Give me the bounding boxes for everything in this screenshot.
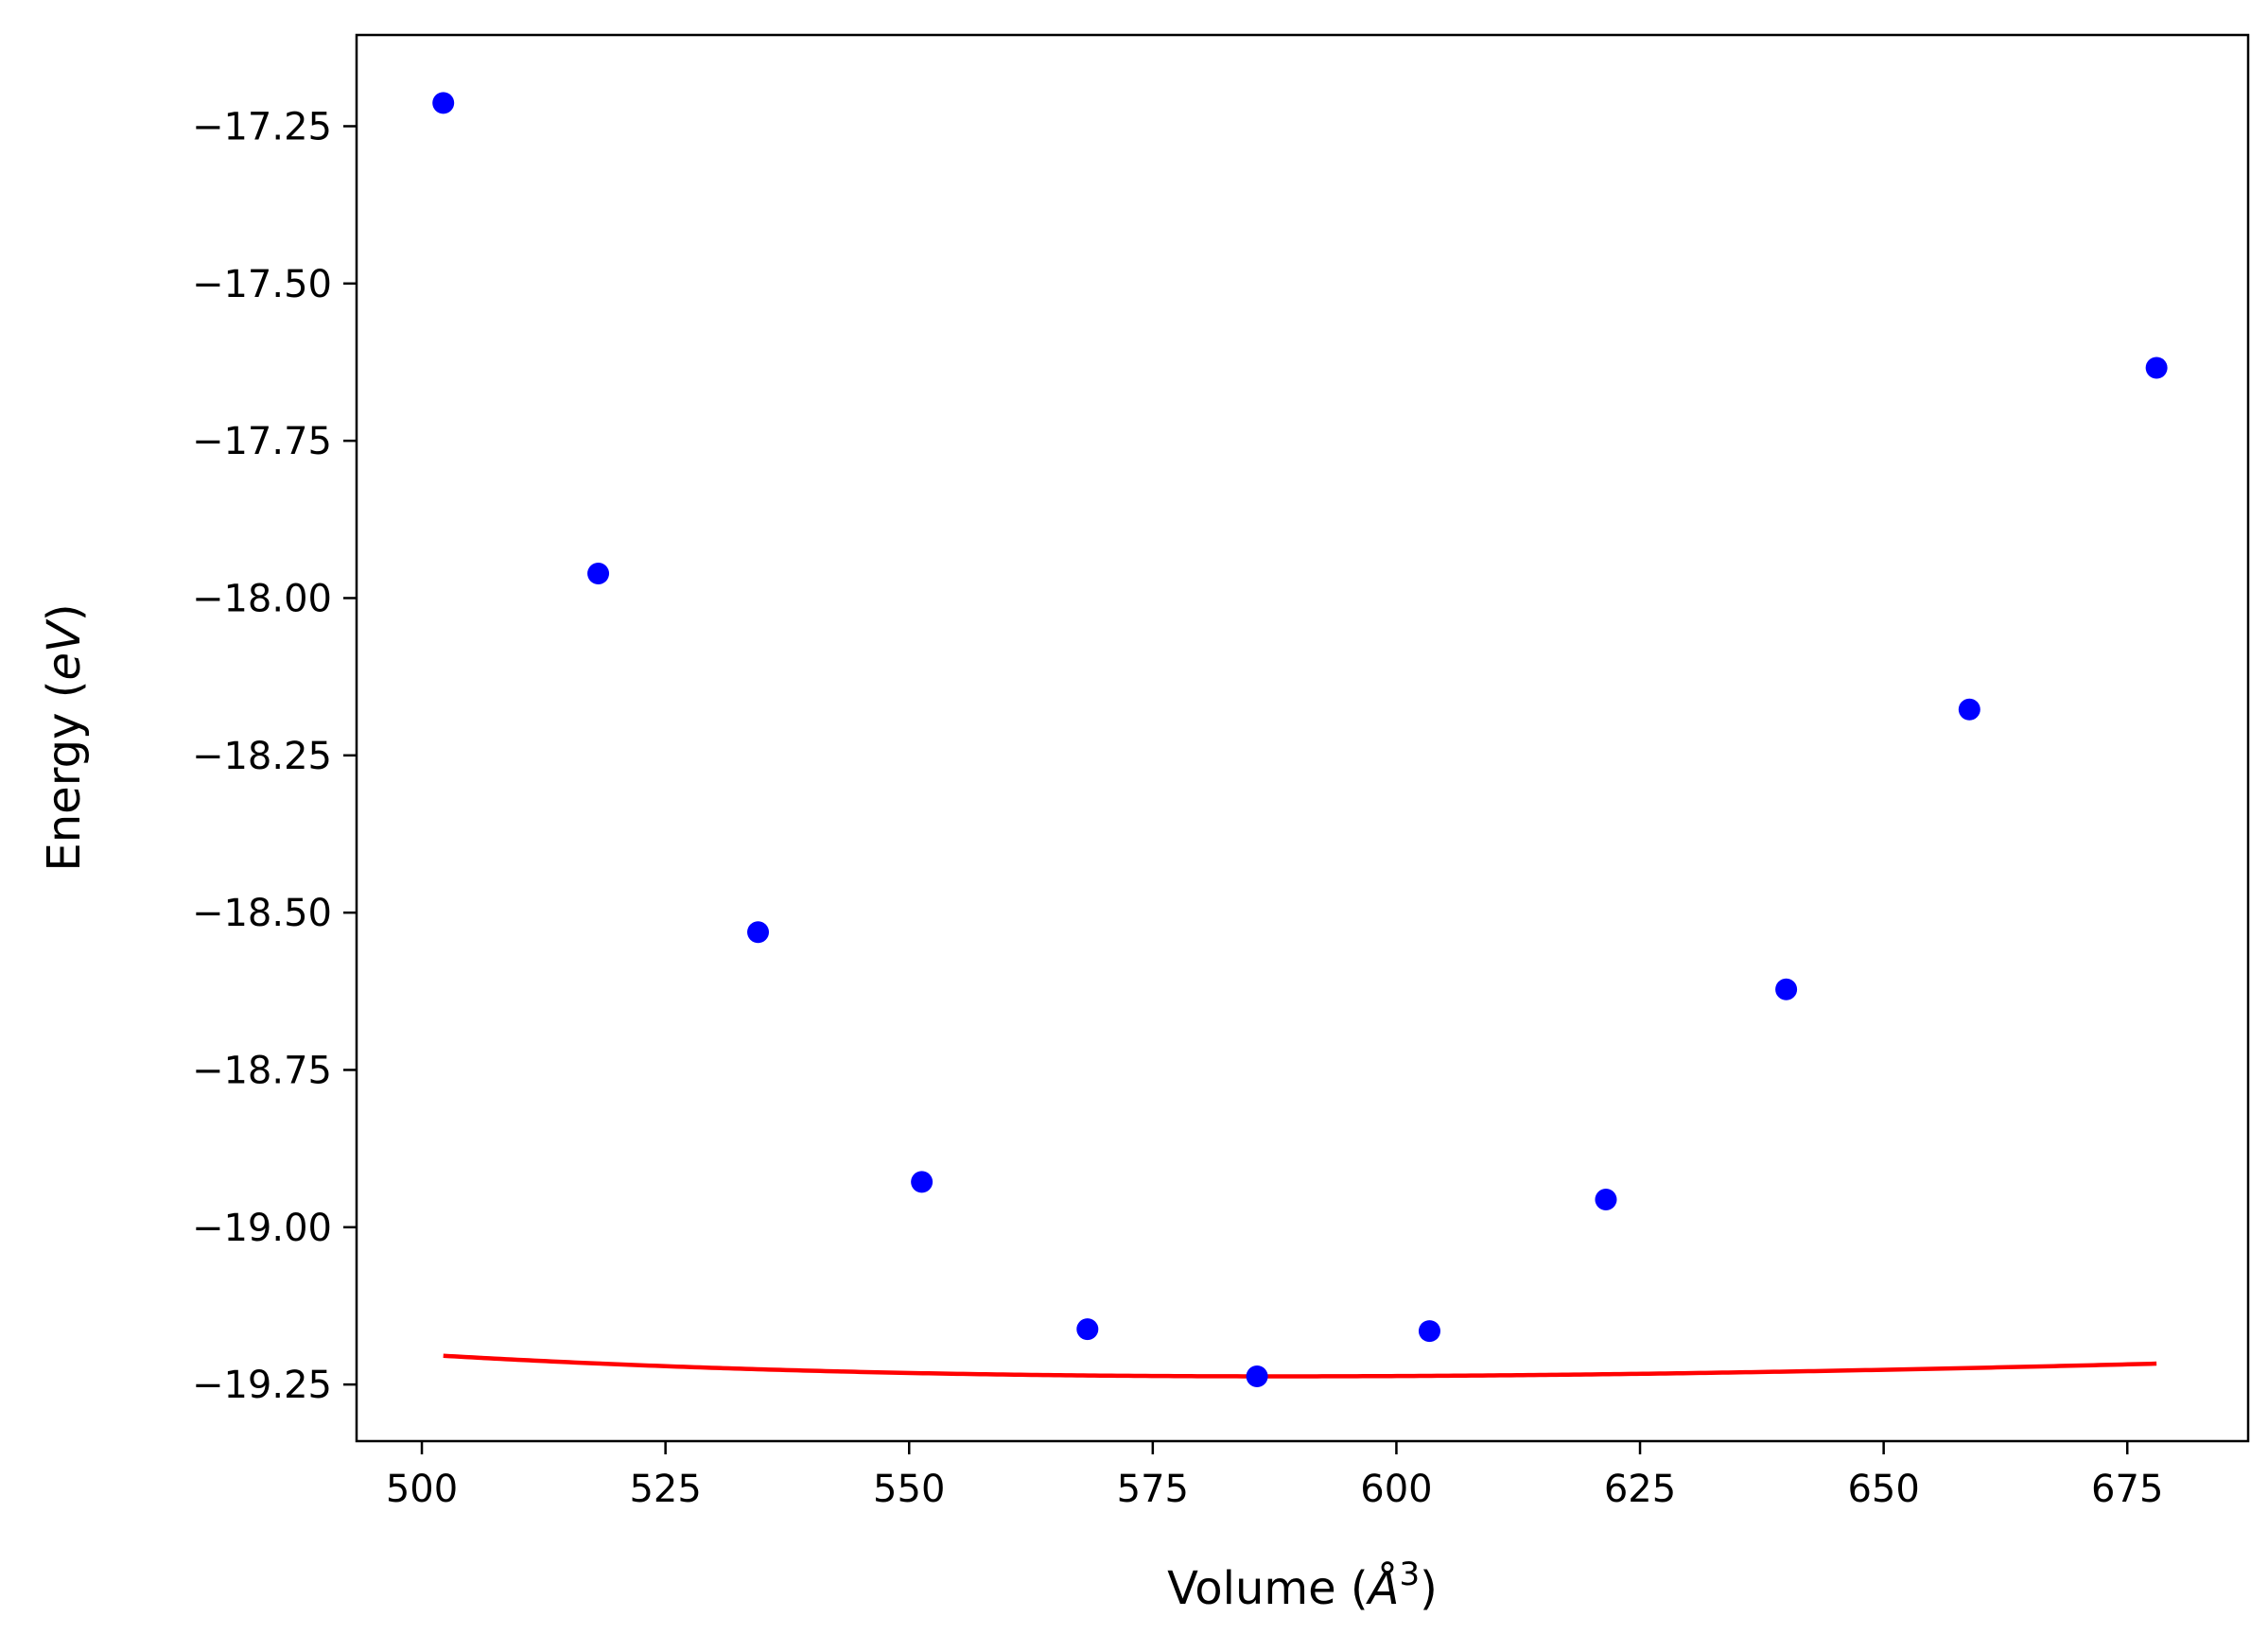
y-axis-label: Energy (eV) [38,603,91,871]
y-tick-label: −19.00 [192,1207,332,1250]
y-tick-label: −19.25 [192,1364,332,1407]
data-point [1958,698,1980,721]
x-tick-label: 625 [1604,1468,1676,1511]
x-axis-ticks: 500 525 550 575 600 625 650 675 [386,1441,2163,1511]
series-layer [432,92,2168,1387]
data-point [432,92,455,114]
y-tick-label: −18.75 [192,1049,332,1092]
y-axis-ticks: −17.25 −17.50 −17.75 −18.00 −18.25 −18.50 −18.… [192,105,357,1407]
data-point [1076,1318,1099,1341]
data-point [1775,978,1798,1000]
x-tick-label: 575 [1117,1468,1189,1511]
x-tick-label: 600 [1360,1468,1432,1511]
y-tick-label: −18.00 [192,577,332,620]
x-tick-label: 525 [629,1468,701,1511]
x-tick-label: 550 [873,1468,945,1511]
data-point [2145,356,2168,379]
y-tick-label: −18.50 [192,892,332,935]
x-axis-label: Volume (Å3) [1167,1556,1438,1615]
data-point [1595,1189,1617,1211]
y-tick-label: −17.50 [192,263,332,306]
fit-curve [443,1353,2157,1379]
plot-area [355,33,2250,1443]
y-tick-label: −17.25 [192,105,332,148]
y-tick-label: −18.25 [192,735,332,778]
data-point [747,921,770,944]
data-point [911,1171,933,1193]
x-tick-label: 675 [2091,1468,2163,1511]
y-tick-label: −17.75 [192,420,332,463]
x-tick-label: 650 [1847,1468,1919,1511]
data-point [1418,1320,1440,1343]
data-point [587,563,610,585]
data-point [1246,1365,1268,1387]
x-tick-label: 500 [386,1468,458,1511]
